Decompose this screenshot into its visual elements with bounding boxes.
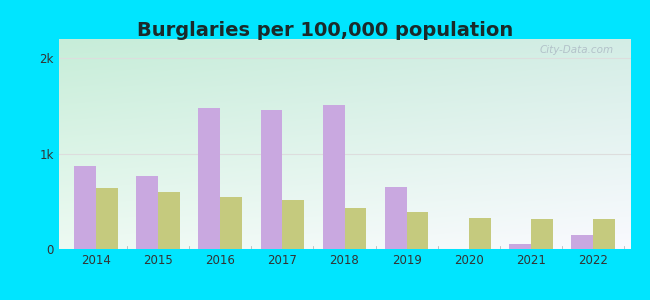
Text: Burglaries per 100,000 population: Burglaries per 100,000 population <box>137 21 513 40</box>
Bar <box>136 176 158 249</box>
Bar <box>74 166 96 249</box>
Bar <box>385 187 407 249</box>
Bar <box>282 200 304 249</box>
Bar <box>531 219 552 249</box>
Bar <box>571 235 593 249</box>
Bar <box>261 110 282 249</box>
Bar <box>158 192 180 249</box>
Bar <box>509 244 531 249</box>
Bar <box>220 197 242 249</box>
Bar <box>593 219 615 249</box>
Bar <box>198 108 220 249</box>
Bar <box>407 212 428 249</box>
Bar <box>469 218 491 249</box>
Bar <box>323 105 345 249</box>
Bar <box>96 188 118 249</box>
Text: City-Data.com: City-Data.com <box>540 45 614 55</box>
Bar <box>344 208 366 249</box>
